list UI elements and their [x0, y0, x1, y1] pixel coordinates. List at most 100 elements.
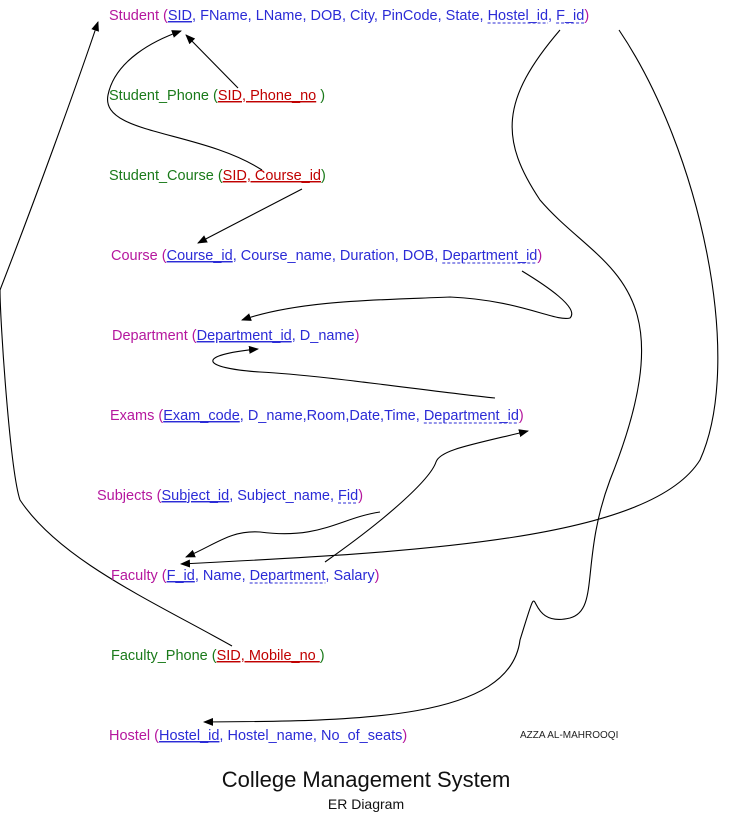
- separator: ,: [438, 8, 446, 24]
- attribute: State: [446, 8, 480, 24]
- close-paren: ): [355, 328, 360, 344]
- arrow-student-course-to-student: [107, 30, 263, 171]
- separator: ,: [325, 568, 333, 584]
- close-paren: ): [316, 88, 325, 104]
- relation-name: Faculty: [111, 568, 158, 584]
- close-paren: ): [375, 568, 380, 584]
- attribute: PinCode: [382, 8, 438, 24]
- separator: ,: [248, 8, 256, 24]
- open-paren: (: [214, 168, 223, 184]
- close-paren: ): [321, 168, 326, 184]
- close-paren: ): [584, 8, 589, 24]
- open-paren: (: [158, 568, 167, 584]
- separator: ,: [303, 408, 307, 424]
- arrow-student-to-faculty: [180, 29, 719, 568]
- relation-student-phone: Student_Phone (SID, Phone_no ): [109, 88, 325, 104]
- attribute: FName: [200, 8, 248, 24]
- foreign-key-attr: F_id: [556, 8, 584, 24]
- separator: ,: [302, 8, 310, 24]
- relation-name: Student_Phone: [109, 88, 209, 104]
- relation-student-course: Student_Course (SID, Course_id): [109, 168, 326, 184]
- separator: ,: [342, 8, 350, 24]
- attribute: Course_name: [241, 248, 332, 264]
- arrow-faculty-to-exams: [324, 429, 529, 563]
- arrow-student-course-to-course: [197, 188, 303, 244]
- diagram-title: College Management System: [222, 767, 511, 792]
- attribute: Hostel_name: [227, 728, 312, 744]
- close-paren: ): [537, 248, 542, 264]
- primary-key-attr: F_id: [167, 568, 195, 584]
- separator: ,: [242, 568, 250, 584]
- primary-key-attr: Department_id: [197, 328, 292, 344]
- separator: ,: [380, 408, 384, 424]
- arrow-exams-to-department: [212, 345, 496, 399]
- primary-key-attr: Exam_code: [163, 408, 240, 424]
- primary-key-attr: SID: [168, 8, 192, 24]
- separator: ,: [480, 8, 488, 24]
- open-paren: (: [153, 488, 162, 504]
- attribute: D_name: [248, 408, 303, 424]
- attribute: Date: [349, 408, 380, 424]
- relation-course: Course (Course_id, Course_name, Duration…: [111, 248, 542, 264]
- separator: ,: [416, 408, 424, 424]
- arrow-student-to-hostel: [203, 29, 643, 726]
- relation-faculty-phone: Faculty_Phone (SID, Mobile_no ): [111, 648, 325, 664]
- separator: ,: [345, 408, 349, 424]
- separator: ,: [192, 8, 200, 24]
- foreign-key-attr: Department_id: [442, 248, 537, 264]
- attribute: Subject_name: [237, 488, 330, 504]
- attribute: Name: [203, 568, 242, 584]
- close-paren: ): [320, 648, 325, 664]
- primary-key-attr: Hostel_id: [159, 728, 219, 744]
- relation-name: Student_Course: [109, 168, 214, 184]
- separator: ,: [219, 728, 227, 744]
- attribute: Time: [384, 408, 416, 424]
- primary-key-list: SID, Course_id: [223, 168, 321, 184]
- foreign-key-attr: Hostel_id: [488, 8, 548, 24]
- author-credit: AZZA AL-MAHROOQI: [520, 730, 618, 741]
- primary-key-attr: Course_id: [167, 248, 233, 264]
- relation-hostel: Hostel (Hostel_id, Hostel_name, No_of_se…: [109, 728, 407, 744]
- attribute: D_name: [300, 328, 355, 344]
- foreign-key-attr: Department: [250, 568, 326, 584]
- relation-department: Department (Department_id, D_name): [112, 328, 359, 344]
- open-paren: (: [208, 648, 217, 664]
- separator: ,: [195, 568, 203, 584]
- open-paren: (: [150, 728, 159, 744]
- close-paren: ): [519, 408, 524, 424]
- primary-key-list: SID, Phone_no: [218, 88, 316, 104]
- separator: ,: [240, 408, 248, 424]
- close-paren: ): [402, 728, 407, 744]
- arrow-faculty-phone-to-student: [0, 21, 233, 647]
- open-paren: (: [154, 408, 163, 424]
- attribute: LName: [256, 8, 303, 24]
- relation-name: Subjects: [97, 488, 153, 504]
- separator: ,: [233, 248, 241, 264]
- relation-name: Student: [109, 8, 159, 24]
- attribute: No_of_seats: [321, 728, 402, 744]
- relation-name: Faculty_Phone: [111, 648, 208, 664]
- arrow-course-to-department: [241, 270, 573, 321]
- attribute: Room: [307, 408, 346, 424]
- relationship-arrows: [0, 21, 719, 726]
- attribute: City: [350, 8, 376, 24]
- open-paren: (: [209, 88, 218, 104]
- foreign-key-attr: Fid: [338, 488, 358, 504]
- primary-key-list: SID, Mobile_no: [217, 648, 320, 664]
- attribute: Duration: [340, 248, 395, 264]
- separator: ,: [313, 728, 321, 744]
- attribute: Salary: [333, 568, 375, 584]
- separator: ,: [374, 8, 382, 24]
- relation-name: Exams: [110, 408, 154, 424]
- relation-name: Hostel: [109, 728, 150, 744]
- arrow-student-phone-to-student: [185, 34, 239, 89]
- separator: ,: [434, 248, 442, 264]
- open-paren: (: [159, 8, 168, 24]
- arrow-subjects-to-faculty: [185, 511, 381, 558]
- relation-faculty: Faculty (F_id, Name, Department, Salary): [111, 568, 379, 584]
- close-paren: ): [358, 488, 363, 504]
- relation-name: Course: [111, 248, 158, 264]
- separator: ,: [548, 8, 556, 24]
- attribute: DOB: [311, 8, 342, 24]
